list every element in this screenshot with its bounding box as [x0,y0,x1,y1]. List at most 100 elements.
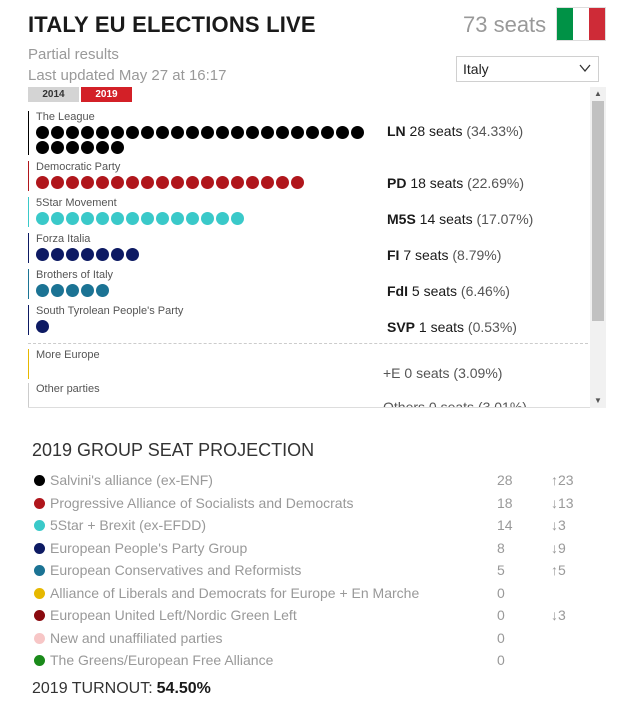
group-color-dot [34,475,45,486]
seat-dot [156,126,169,139]
tab-2014[interactable]: 2014 [28,87,79,102]
group-seats: 18 [497,494,513,511]
party-name: Forza Italia [36,233,91,245]
seat-dot [126,126,139,139]
country-select[interactable]: Italy [456,56,599,82]
party-row[interactable]: South Tyrolean People's Party SVP 1 seats… [28,305,588,335]
party-row[interactable]: Forza Italia FI 7 seats (8.79%) [28,233,588,263]
group-name: 5Star + Brexit (ex-EFDD) [50,517,206,533]
turnout-label: 2019 TURNOUT: [32,680,153,697]
group-change: ↓3 [551,517,566,533]
seat-dot [126,212,139,225]
party-row[interactable]: More Europe +E 0 seats (3.09%) [28,349,588,381]
party-name: South Tyrolean People's Party [36,305,184,317]
group-row: European United Left/Nordic Green Left 0 ↓… [32,605,592,628]
seat-dot [201,126,214,139]
group-row: New and unaffiliated parties 0 [32,628,592,651]
seat-dot [81,176,94,189]
party-color-bar [28,233,29,263]
seat-dot [351,126,364,139]
seat-dot [111,176,124,189]
seat-dot [51,126,64,139]
seat-dot [96,141,109,154]
group-change: ↓3 [551,607,566,623]
scrollbar[interactable]: ▲ ▼ [590,87,606,408]
seat-dot [141,126,154,139]
seat-dot [186,126,199,139]
seat-dot [66,176,79,189]
party-color-bar [28,111,29,155]
scroll-down-icon[interactable]: ▼ [594,396,602,405]
party-color-bar [28,305,29,335]
party-percent: (3.09%) [449,365,503,381]
seat-dot [231,212,244,225]
group-name: European Conservatives and Reformists [50,562,302,578]
seat-dot [261,126,274,139]
scrollbar-thumb[interactable] [592,101,604,321]
party-abbr: FdI [387,283,408,299]
party-result: LN 28 seats (34.33%) [387,123,523,139]
party-color-bar [28,383,29,407]
party-color-bar [28,161,29,191]
seat-dots [36,212,376,227]
group-color-dot [34,655,45,666]
seat-dot [216,126,229,139]
party-result: FI 7 seats (8.79%) [387,247,501,263]
seat-dot [216,176,229,189]
seat-dot [111,141,124,154]
scroll-up-icon[interactable]: ▲ [594,89,602,98]
party-row[interactable]: The League LN 28 seats (34.33%) [28,111,588,155]
seat-dot [81,212,94,225]
party-seats: 1 seats [415,319,465,335]
group-projection-title: 2019 GROUP SEAT PROJECTION [32,440,315,460]
group-row: The Greens/European Free Alliance 0 [32,650,592,673]
party-row[interactable]: Brothers of Italy FdI 5 seats (6.46%) [28,269,588,299]
group-row: Progressive Alliance of Socialists and D… [32,493,592,516]
seat-dot [246,126,259,139]
group-name: European United Left/Nordic Green Left [50,607,297,623]
party-results-list[interactable]: 2014 2019 The League LN 28 seats (34.33%)… [28,87,606,408]
seat-dot [81,126,94,139]
group-seats: 0 [497,629,505,646]
group-color-dot [34,542,45,554]
group-seats: 0 [497,652,505,668]
seat-dot [291,176,304,189]
group-row: Salvini's alliance (ex-ENF) 28 ↑23 [32,470,592,493]
party-result: PD 18 seats (22.69%) [387,175,524,191]
party-percent: (17.07%) [472,211,534,227]
page-title: ITALY EU ELECTIONS LIVE [28,12,316,37]
group-projection-list: Salvini's alliance (ex-ENF) 28 ↑23 Progress… [32,470,592,673]
turnout-value: 54.50% [156,680,211,697]
seat-dot [141,212,154,225]
party-row[interactable]: Other parties Others 0 seats (3.01%) [28,383,588,407]
seat-dot [111,126,124,139]
italy-flag-icon [556,7,606,41]
chevron-down-icon [579,64,591,73]
seat-dot [126,248,139,261]
tab-2019[interactable]: 2019 [81,87,132,102]
group-name: The Greens/European Free Alliance [50,652,274,668]
seat-dot [36,212,49,225]
seat-dots [36,284,376,299]
party-name: More Europe [36,349,100,361]
party-abbr: FI [387,247,400,263]
party-name: Democratic Party [36,161,121,173]
seat-dot [156,176,169,189]
party-name: The League [36,111,95,123]
seat-dot [141,176,154,189]
party-seats: 14 seats [415,211,473,227]
party-row[interactable]: Democratic Party PD 18 seats (22.69%) [28,161,588,191]
party-row[interactable]: 5Star Movement M5S 14 seats (17.07%) [28,197,588,227]
party-color-bar [28,197,29,227]
seat-dot [111,212,124,225]
group-color-dot [34,520,45,531]
seat-dot [81,284,94,297]
group-change: ↓9 [551,539,566,556]
seat-dot [171,176,184,189]
seat-dot [186,176,199,189]
party-color-bar [28,349,29,379]
seat-dot [36,284,49,297]
group-change: ↑23 [551,472,574,488]
country-select-value: Italy [463,61,489,77]
party-seats: 0 seats [400,365,450,381]
